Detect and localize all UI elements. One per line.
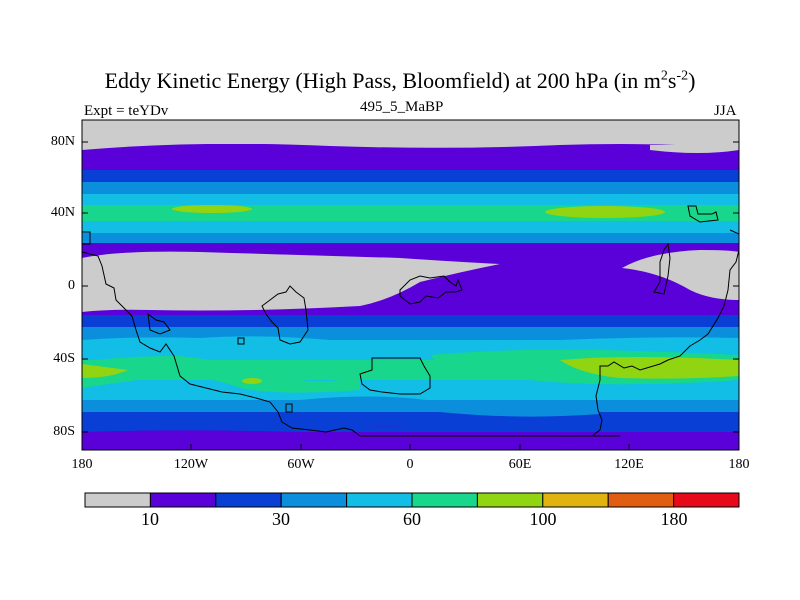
lon-tick-0: 0	[406, 457, 414, 472]
colorbar-label-10: 10	[141, 509, 159, 529]
nh-jet-east	[545, 206, 665, 218]
band-purple-north	[82, 144, 739, 170]
colorbar-box-2	[215, 492, 282, 508]
band-blue-south	[82, 315, 739, 327]
colorbar-label-60: 60	[403, 509, 421, 529]
lat-tick-40s: 40S	[53, 351, 75, 366]
lat-tick-40n: 40N	[50, 205, 75, 220]
band-blue-north	[82, 170, 739, 182]
band-midblue-north	[82, 182, 739, 194]
colorbar-label-180: 180	[660, 509, 688, 529]
lon-tick-120w: 120W	[173, 457, 209, 472]
lat-tick-0: 0	[68, 278, 75, 293]
lon-tick-120e: 120E	[614, 457, 644, 472]
coastlines	[82, 205, 739, 437]
colorbar-box-0	[84, 492, 151, 508]
map-title: Eddy Kinetic Energy (High Pass, Bloomfie…	[104, 68, 696, 93]
colorbar-box-9	[673, 492, 740, 508]
band-cyan-north2	[82, 221, 739, 233]
colorbar-box-8	[607, 492, 675, 508]
band-cyan-north	[82, 194, 739, 205]
colorbar-label-30: 30	[272, 509, 290, 529]
sh-jet-west	[82, 364, 128, 378]
lon-tick-60w: 60W	[287, 457, 315, 472]
axis-ticks	[81, 141, 740, 450]
lon-tick-180-west: 180	[71, 457, 93, 472]
band-midblue-north2	[82, 233, 739, 243]
lat-tick-80s: 80S	[53, 424, 75, 439]
lon-tick-60e: 60E	[508, 457, 532, 472]
nh-jet-west	[172, 205, 252, 213]
contour-field	[82, 120, 739, 450]
colorbar-box-6	[476, 492, 544, 508]
run-label: 495_5_MaBP	[360, 99, 444, 115]
colorbar	[84, 492, 740, 508]
experiment-label: Expt = teYDv	[84, 103, 169, 119]
season-label: JJA	[714, 103, 737, 119]
lat-tick-80n: 80N	[50, 134, 75, 149]
sh-jet-east	[560, 357, 739, 379]
tropical-low-east	[622, 250, 739, 300]
colorbar-box-5	[411, 492, 478, 508]
colorbar-box-3	[280, 492, 348, 508]
colorbar-label-100: 100	[529, 509, 557, 529]
lon-tick-180-east: 180	[728, 457, 750, 472]
colorbar-box-4	[346, 492, 413, 508]
tropical-low-west	[82, 251, 500, 312]
colorbar-box-1	[149, 492, 217, 508]
colorbar-box-7	[542, 492, 609, 508]
